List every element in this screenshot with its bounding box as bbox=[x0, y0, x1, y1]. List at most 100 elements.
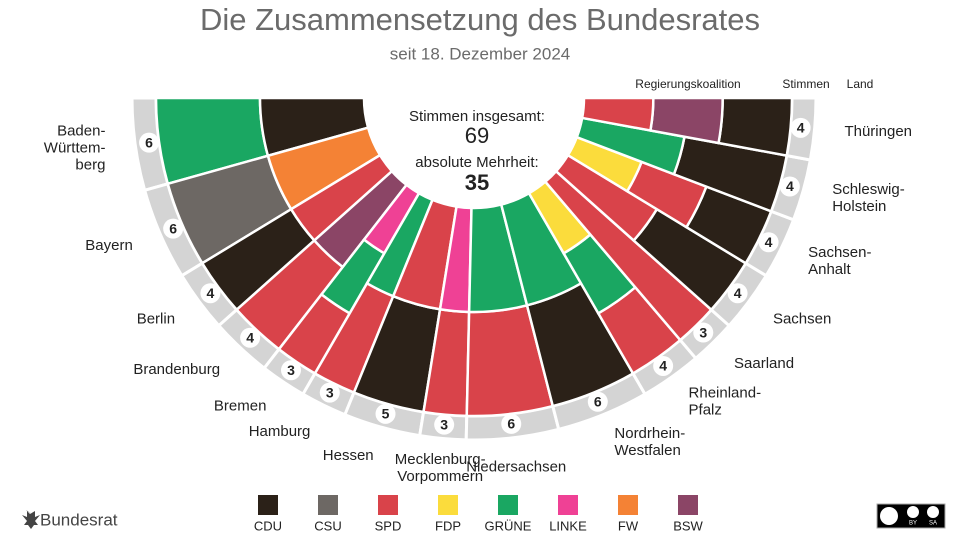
vote-badge bbox=[587, 391, 608, 412]
vote-badge bbox=[790, 117, 811, 138]
vote-count: 3 bbox=[287, 362, 295, 378]
vote-count: 3 bbox=[440, 416, 448, 432]
legend-label: FDP bbox=[435, 518, 461, 533]
logo: Bundesrat bbox=[22, 510, 118, 529]
legend-swatch bbox=[558, 495, 578, 515]
state-label: Hessen bbox=[323, 447, 374, 464]
state-label: Niedersachsen bbox=[466, 459, 566, 476]
legend-label: CSU bbox=[314, 518, 341, 533]
legend-swatch bbox=[258, 495, 278, 515]
logo-text: Bundesrat bbox=[40, 510, 118, 529]
legend-label: SPD bbox=[375, 518, 402, 533]
state-label: Sachsen bbox=[773, 310, 831, 327]
state-label: Baden- bbox=[57, 123, 105, 140]
state-label: Bremen bbox=[214, 398, 267, 415]
state-wedge: 4 bbox=[527, 179, 698, 397]
majority-label: absolute Mehrheit: bbox=[415, 154, 538, 171]
license-icon bbox=[927, 506, 939, 518]
chart-title: Die Zusammensetzung des Bundesrates bbox=[200, 2, 760, 37]
total-label: Stimmen insgesamt: bbox=[409, 108, 545, 125]
legend-label: BSW bbox=[673, 518, 703, 533]
vote-badge bbox=[779, 176, 800, 197]
vote-badge bbox=[727, 283, 748, 304]
legend-label: FW bbox=[618, 518, 639, 533]
license-icon bbox=[907, 506, 919, 518]
logo-eagle bbox=[22, 510, 40, 529]
state-wedge: 4 bbox=[566, 135, 796, 278]
state-label: Vorpommern bbox=[397, 468, 483, 485]
header-label: Regierungskoalition bbox=[635, 77, 740, 91]
license-text: SA bbox=[929, 521, 937, 527]
state-wedge: 6 bbox=[142, 126, 382, 278]
vote-badge bbox=[319, 382, 340, 403]
vote-count: 4 bbox=[659, 358, 667, 374]
header-label: Land bbox=[847, 77, 874, 91]
header-label: Stimmen bbox=[782, 77, 829, 91]
state-label: Berlin bbox=[137, 310, 175, 327]
vote-count: 3 bbox=[326, 384, 334, 400]
vote-badge bbox=[653, 355, 674, 376]
vote-count: 4 bbox=[765, 234, 773, 250]
vote-badge bbox=[434, 414, 455, 435]
majority-value: 35 bbox=[465, 170, 489, 195]
vote-badge bbox=[758, 232, 779, 253]
state-label: Anhalt bbox=[808, 261, 851, 278]
vote-badge bbox=[501, 413, 522, 434]
vote-count: 6 bbox=[169, 220, 177, 236]
state-wedge: 3 bbox=[262, 183, 421, 397]
state-label: Rheinland- bbox=[689, 384, 762, 401]
vote-count: 4 bbox=[734, 285, 742, 301]
vote-count: 3 bbox=[699, 324, 707, 340]
vote-badge bbox=[163, 218, 184, 239]
state-label: Bayern bbox=[85, 237, 133, 254]
state-label: Brandenburg bbox=[133, 361, 220, 378]
state-label: Mecklenburg- bbox=[395, 451, 486, 468]
legend-swatch bbox=[618, 495, 638, 515]
state-label: Schleswig- bbox=[832, 181, 905, 198]
license-badge: BY SA bbox=[876, 503, 946, 529]
legend-swatch bbox=[378, 495, 398, 515]
legend-label: LINKE bbox=[549, 518, 587, 533]
vote-count: 4 bbox=[207, 285, 215, 301]
vote-count: 5 bbox=[382, 406, 390, 422]
state-wedge: 4 bbox=[216, 169, 409, 371]
legend-swatch bbox=[678, 495, 698, 515]
vote-badge bbox=[280, 360, 301, 381]
state-label: Westfalen bbox=[614, 442, 680, 459]
legend-swatch bbox=[498, 495, 518, 515]
state-wedge: 3 bbox=[418, 205, 473, 442]
vote-badge bbox=[693, 322, 714, 343]
legend-label: CDU bbox=[254, 518, 282, 533]
license-icon bbox=[880, 507, 898, 525]
total-value: 69 bbox=[465, 123, 489, 148]
state-label: Württem- bbox=[44, 140, 106, 157]
vote-count: 6 bbox=[507, 416, 515, 432]
vote-badge bbox=[375, 403, 396, 424]
state-label: berg bbox=[75, 157, 105, 174]
state-label: Holstein bbox=[832, 198, 886, 215]
vote-count: 6 bbox=[594, 393, 602, 409]
vote-count: 4 bbox=[786, 178, 794, 194]
state-label: Hamburg bbox=[249, 423, 311, 440]
state-wedge: 6 bbox=[499, 191, 648, 432]
vote-badge bbox=[200, 283, 221, 304]
license-text: BY bbox=[909, 521, 917, 527]
state-wedge: 5 bbox=[342, 198, 458, 438]
state-label: Nordrhein- bbox=[614, 425, 685, 442]
state-label: Pfalz bbox=[689, 401, 722, 418]
vote-badge bbox=[139, 132, 160, 153]
legend-label: GRÜNE bbox=[485, 518, 532, 533]
coalition-band bbox=[580, 96, 655, 132]
vote-count: 6 bbox=[145, 134, 153, 150]
chart-subtitle: seit 18. Dezember 2024 bbox=[390, 44, 571, 63]
state-wedge: 4 bbox=[580, 96, 818, 162]
state-label: Thüringen bbox=[844, 123, 912, 140]
legend-swatch bbox=[438, 495, 458, 515]
legend-swatch bbox=[318, 495, 338, 515]
vote-badge bbox=[240, 327, 261, 348]
state-label: Saarland bbox=[734, 355, 794, 372]
state-label: Sachsen- bbox=[808, 244, 871, 261]
vote-count: 4 bbox=[246, 329, 254, 345]
